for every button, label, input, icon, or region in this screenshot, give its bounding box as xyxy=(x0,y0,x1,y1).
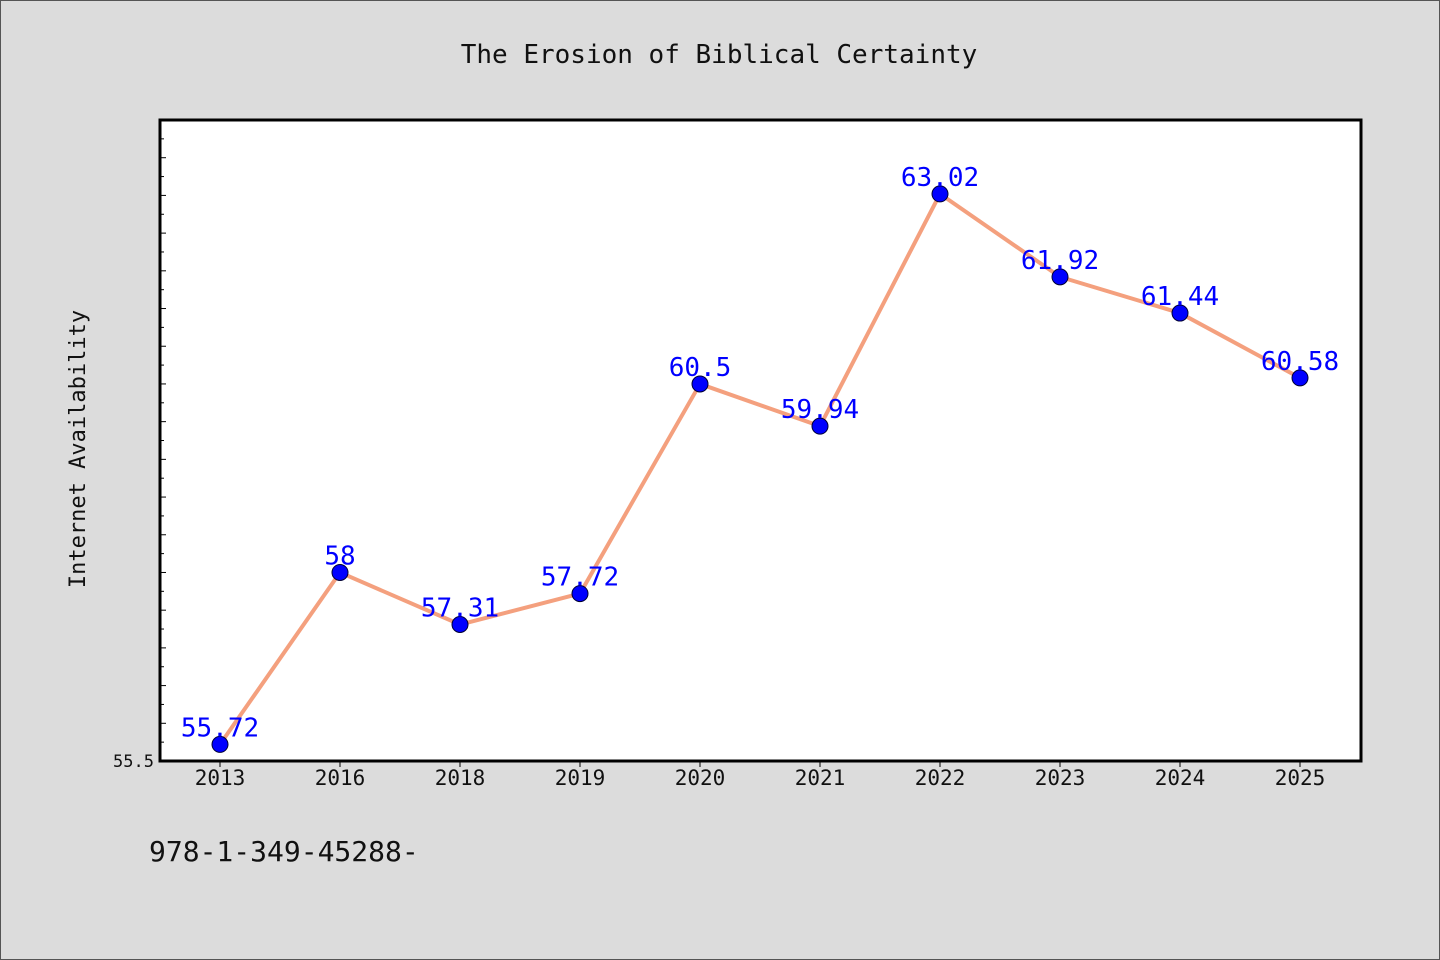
data-point xyxy=(1051,268,1069,286)
data-label: 61.92 xyxy=(1021,246,1099,276)
data-label: 57.72 xyxy=(541,563,619,593)
y-axis-label: Internet Availability xyxy=(66,310,91,588)
data-label: 57.31 xyxy=(421,594,499,624)
data-point xyxy=(571,585,589,603)
data-label: 60.5 xyxy=(669,353,732,383)
x-tick-label: 2016 xyxy=(315,766,366,790)
x-axis-ticks: 2013 2016 2018 2019 2020 2021 2022 2023 2024 2025 xyxy=(195,761,1326,790)
data-point xyxy=(451,616,469,634)
y-axis-ticks: 55.5 xyxy=(113,119,166,772)
x-tick-label: 2023 xyxy=(1035,766,1086,790)
data-point xyxy=(811,417,829,435)
x-tick-label: 2020 xyxy=(675,766,726,790)
x-tick-label: 2024 xyxy=(1155,766,1206,790)
data-point xyxy=(1171,304,1189,322)
data-label: 59.94 xyxy=(781,395,859,425)
x-tick-label: 2019 xyxy=(555,766,606,790)
x-tick-label: 2018 xyxy=(435,766,486,790)
x-tick-label: 2021 xyxy=(795,766,846,790)
data-label: 55.72 xyxy=(181,713,259,743)
data-point xyxy=(931,185,949,203)
data-point xyxy=(331,563,349,581)
x-tick-label: 2013 xyxy=(195,766,246,790)
x-tick-label: 2022 xyxy=(915,766,966,790)
data-point xyxy=(211,735,229,753)
series-line xyxy=(218,191,1301,746)
footer-code: 978-1-349-45288- xyxy=(149,835,419,868)
x-tick-label: 2025 xyxy=(1275,766,1326,790)
plot-area xyxy=(158,118,1363,763)
chart-title: The Erosion of Biblical Certainty xyxy=(461,40,978,70)
series-group: 55.72 58 57.31 57.72 60.5 59.94 63.02 61.92 61.4… xyxy=(181,163,1339,753)
y-tick-label: 55.5 xyxy=(113,752,154,772)
data-label: 61.44 xyxy=(1141,282,1219,312)
data-point xyxy=(1291,369,1309,387)
data-label: 58 xyxy=(324,541,355,571)
data-label: 63.02 xyxy=(901,163,979,193)
data-label: 60.58 xyxy=(1261,347,1339,377)
data-point xyxy=(691,375,709,393)
